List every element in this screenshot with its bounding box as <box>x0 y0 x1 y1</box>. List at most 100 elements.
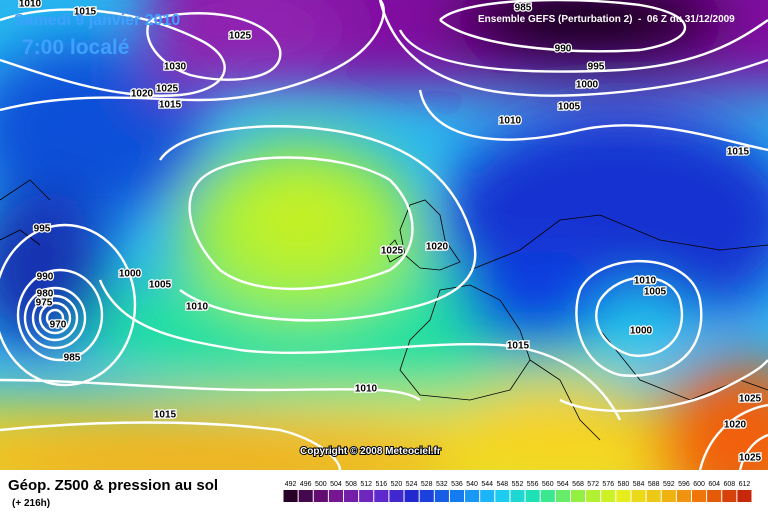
footer-lead: (+ 216h) <box>12 498 50 509</box>
isobar <box>378 0 768 97</box>
scale-label: 564 <box>557 481 569 488</box>
scale-label: 596 <box>678 481 690 488</box>
isobar <box>0 223 137 387</box>
isobar-label: 995 <box>34 224 51 235</box>
scale-swatch <box>601 490 616 502</box>
isobar <box>595 276 683 357</box>
isobar-label: 970 <box>50 320 67 331</box>
isobar <box>0 378 421 401</box>
isobar-label: 1010 <box>355 384 378 395</box>
isobar-label: 1010 <box>499 116 522 127</box>
scale-swatch <box>707 490 722 502</box>
scale-swatch <box>404 490 419 502</box>
scale-swatch <box>661 490 676 502</box>
scale-swatch <box>555 490 570 502</box>
isobar-label: 995 <box>588 62 605 73</box>
coastlines <box>0 179 768 441</box>
scale-label: 536 <box>451 481 463 488</box>
scale-swatch <box>570 490 586 502</box>
coastline <box>399 199 461 271</box>
isobar-label: 990 <box>37 272 54 283</box>
isobar <box>45 308 65 328</box>
scale-swatch <box>419 490 434 502</box>
isobar <box>575 260 703 377</box>
isobar-label: 1030 <box>164 62 187 73</box>
scale-label: 584 <box>633 481 645 488</box>
coastline <box>469 214 768 271</box>
scale-swatch <box>313 490 328 502</box>
scale-label: 532 <box>436 481 448 488</box>
scale-label: 500 <box>315 481 327 488</box>
isobar-label: 1010 <box>634 276 657 287</box>
isobar-label: 1000 <box>576 80 599 91</box>
isobar <box>16 268 104 362</box>
scale-label: 540 <box>466 481 478 488</box>
coastline <box>384 239 403 263</box>
isobar-label: 1010 <box>186 302 209 313</box>
run-info: Ensemble GEFS (Perturbation 2) - 06 Z du… <box>478 14 735 25</box>
scale-label: 492 <box>285 481 297 488</box>
isobar-label: 975 <box>36 298 53 309</box>
scale-label: 608 <box>723 481 735 488</box>
isobar-label: 1025 <box>739 394 762 405</box>
isobar-label: 1025 <box>381 246 404 257</box>
isobar <box>0 8 226 97</box>
isobar-label: 1020 <box>426 242 449 253</box>
scale-swatch <box>646 490 661 502</box>
isobar-label: 1020 <box>724 420 747 431</box>
scale-label: 504 <box>330 481 342 488</box>
isobar <box>98 279 622 421</box>
scale-label: 544 <box>481 481 493 488</box>
scale-swatch <box>525 490 540 502</box>
scale-swatch <box>283 490 298 502</box>
isobar <box>398 19 768 73</box>
scale-swatch <box>344 490 359 502</box>
time: 7:00 localé <box>22 36 129 59</box>
scale-swatch <box>737 490 752 502</box>
scale-label: 552 <box>512 481 524 488</box>
isobar-label: 1020 <box>131 89 154 100</box>
coastline <box>529 329 768 441</box>
isobar-label: 985 <box>64 353 81 364</box>
isobar <box>188 156 414 291</box>
isobar <box>738 433 768 470</box>
scale-label: 600 <box>693 481 705 488</box>
scale-label: 508 <box>345 481 357 488</box>
color-scale: 492 496 500 504 508 512 516 520 524 528 532 536 540 5… <box>283 481 752 502</box>
isobar <box>418 89 768 152</box>
scale-label: 580 <box>618 481 630 488</box>
scale-swatch <box>434 490 449 502</box>
scale-swatch <box>631 490 646 502</box>
isobar-label: 1005 <box>558 102 581 113</box>
isobar-label: 1000 <box>119 269 142 280</box>
scale-swatch <box>359 490 374 502</box>
scale-label: 612 <box>739 481 751 488</box>
scale-swatch <box>374 490 389 502</box>
scale-swatch <box>449 490 465 502</box>
scale-label: 516 <box>375 481 387 488</box>
isobar <box>146 12 282 81</box>
isobar <box>31 294 79 342</box>
isobar-label: 1025 <box>739 453 762 464</box>
isobar-label: 1015 <box>507 341 530 352</box>
scale-swatch <box>616 490 631 502</box>
scale-label: 496 <box>300 481 312 488</box>
scale-label: 548 <box>497 481 509 488</box>
isobar-labels: 1010 1015 1025 1030 1020 1025 1015 985 9… <box>18 0 763 465</box>
scale-label: 528 <box>421 481 433 488</box>
scale-label: 520 <box>391 481 403 488</box>
isobar-label: 1010 <box>19 0 42 10</box>
isobars <box>0 0 768 470</box>
scale-swatch <box>298 490 313 502</box>
scale-label: 572 <box>587 481 599 488</box>
date: Samedi 9 janvier 2010 <box>14 12 180 29</box>
copyright: Copyright © 2008 Meteociel.fr <box>300 446 441 457</box>
scale-swatch <box>586 490 601 502</box>
isobar <box>559 359 768 413</box>
scale-swatch <box>676 490 691 502</box>
isobar-label: 1000 <box>630 326 653 337</box>
scale-swatch <box>691 490 707 502</box>
isobar <box>38 301 72 335</box>
scale-swatch <box>510 490 525 502</box>
isobar-label: 1025 <box>229 31 252 42</box>
